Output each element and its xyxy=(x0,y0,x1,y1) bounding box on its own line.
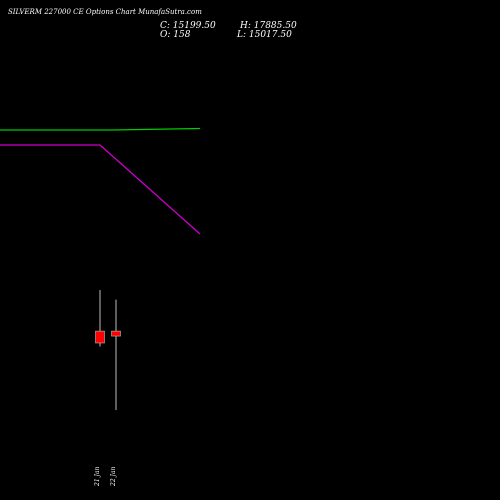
low-readout: L: 15017.50 xyxy=(237,30,292,40)
candle-body-2 xyxy=(111,330,121,337)
indicator-line-1 xyxy=(0,127,201,131)
indicator-lines xyxy=(0,127,201,235)
candle-body-1 xyxy=(95,330,105,344)
chart-title: SILVERM 227000 CE Options Chart MunafaSu… xyxy=(8,8,202,16)
close-readout: C: 15199.50 xyxy=(160,21,216,31)
candles xyxy=(95,290,121,410)
x-tick-label: 22 Jan xyxy=(110,466,117,487)
x-tick-label: 21 Jan xyxy=(94,466,101,487)
x-axis-labels: 21 Jan 22 Jan xyxy=(94,466,117,487)
open-readout: O: 158 xyxy=(160,30,191,40)
high-readout: H: 17885.50 xyxy=(240,21,297,31)
indicator-line-2 xyxy=(0,144,201,235)
